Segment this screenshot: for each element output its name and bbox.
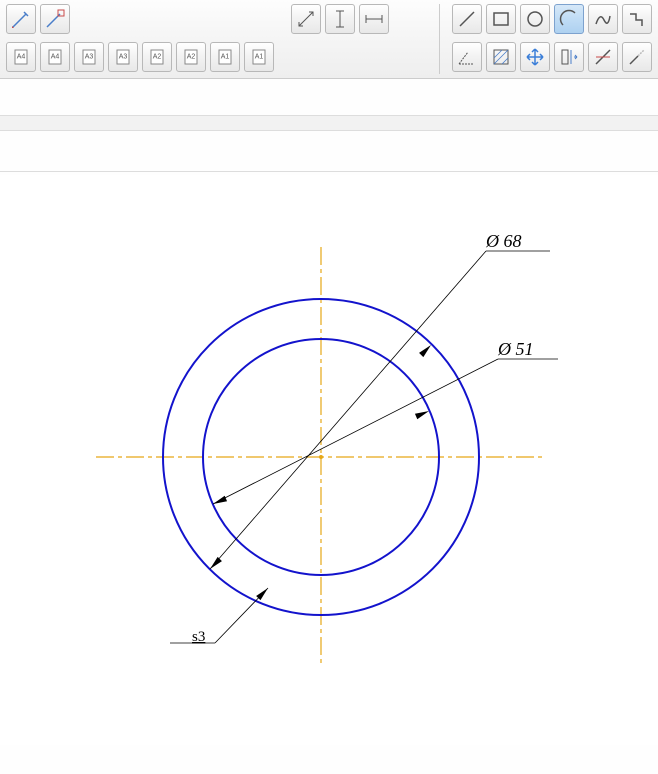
projection-icon[interactable]: [452, 42, 482, 72]
paper-a3-1[interactable]: A3: [74, 42, 104, 72]
paper-a1-2[interactable]: A1: [244, 42, 274, 72]
toolbar-group-3: [452, 4, 652, 72]
svg-text:Ø 51: Ø 51: [497, 339, 534, 359]
align-icon[interactable]: [554, 42, 584, 72]
toolbar-group-2: [291, 4, 389, 34]
spline-tool-icon[interactable]: [588, 4, 618, 34]
paper-a2-1[interactable]: A2: [142, 42, 172, 72]
svg-text:s3: s3: [192, 629, 205, 645]
rectangle-tool-icon[interactable]: [486, 4, 516, 34]
vertical-dim-icon[interactable]: [325, 4, 355, 34]
dimension-tool-1-icon[interactable]: [6, 4, 36, 34]
paper-a4-1[interactable]: A4: [6, 42, 36, 72]
svg-text:Ø 68: Ø 68: [485, 231, 522, 251]
toolbar-group-1: A4A4A3A3A2A2A1A1: [6, 4, 274, 72]
move-icon[interactable]: [520, 42, 550, 72]
linear-dim-icon[interactable]: [291, 4, 321, 34]
section-icon[interactable]: [486, 42, 516, 72]
polyline-tool-icon[interactable]: [622, 4, 652, 34]
extend-icon[interactable]: [622, 42, 652, 72]
circle-tool-icon[interactable]: [520, 4, 550, 34]
paper-a2-2[interactable]: A2: [176, 42, 206, 72]
toolbar: A4A4A3A3A2A2A1A1: [0, 0, 658, 79]
arc-tool-icon[interactable]: [554, 4, 584, 34]
dimension-tool-2-icon[interactable]: [40, 4, 70, 34]
line-tool-icon[interactable]: [452, 4, 482, 34]
horizontal-dim-icon[interactable]: [359, 4, 389, 34]
panel-divider-1: [0, 115, 658, 131]
paper-a4-2[interactable]: A4: [40, 42, 70, 72]
paper-a1-1[interactable]: A1: [210, 42, 240, 72]
drawing-canvas[interactable]: Ø 68 Ø 51 s3: [0, 175, 658, 745]
trim-icon[interactable]: [588, 42, 618, 72]
paper-a3-2[interactable]: A3: [108, 42, 138, 72]
